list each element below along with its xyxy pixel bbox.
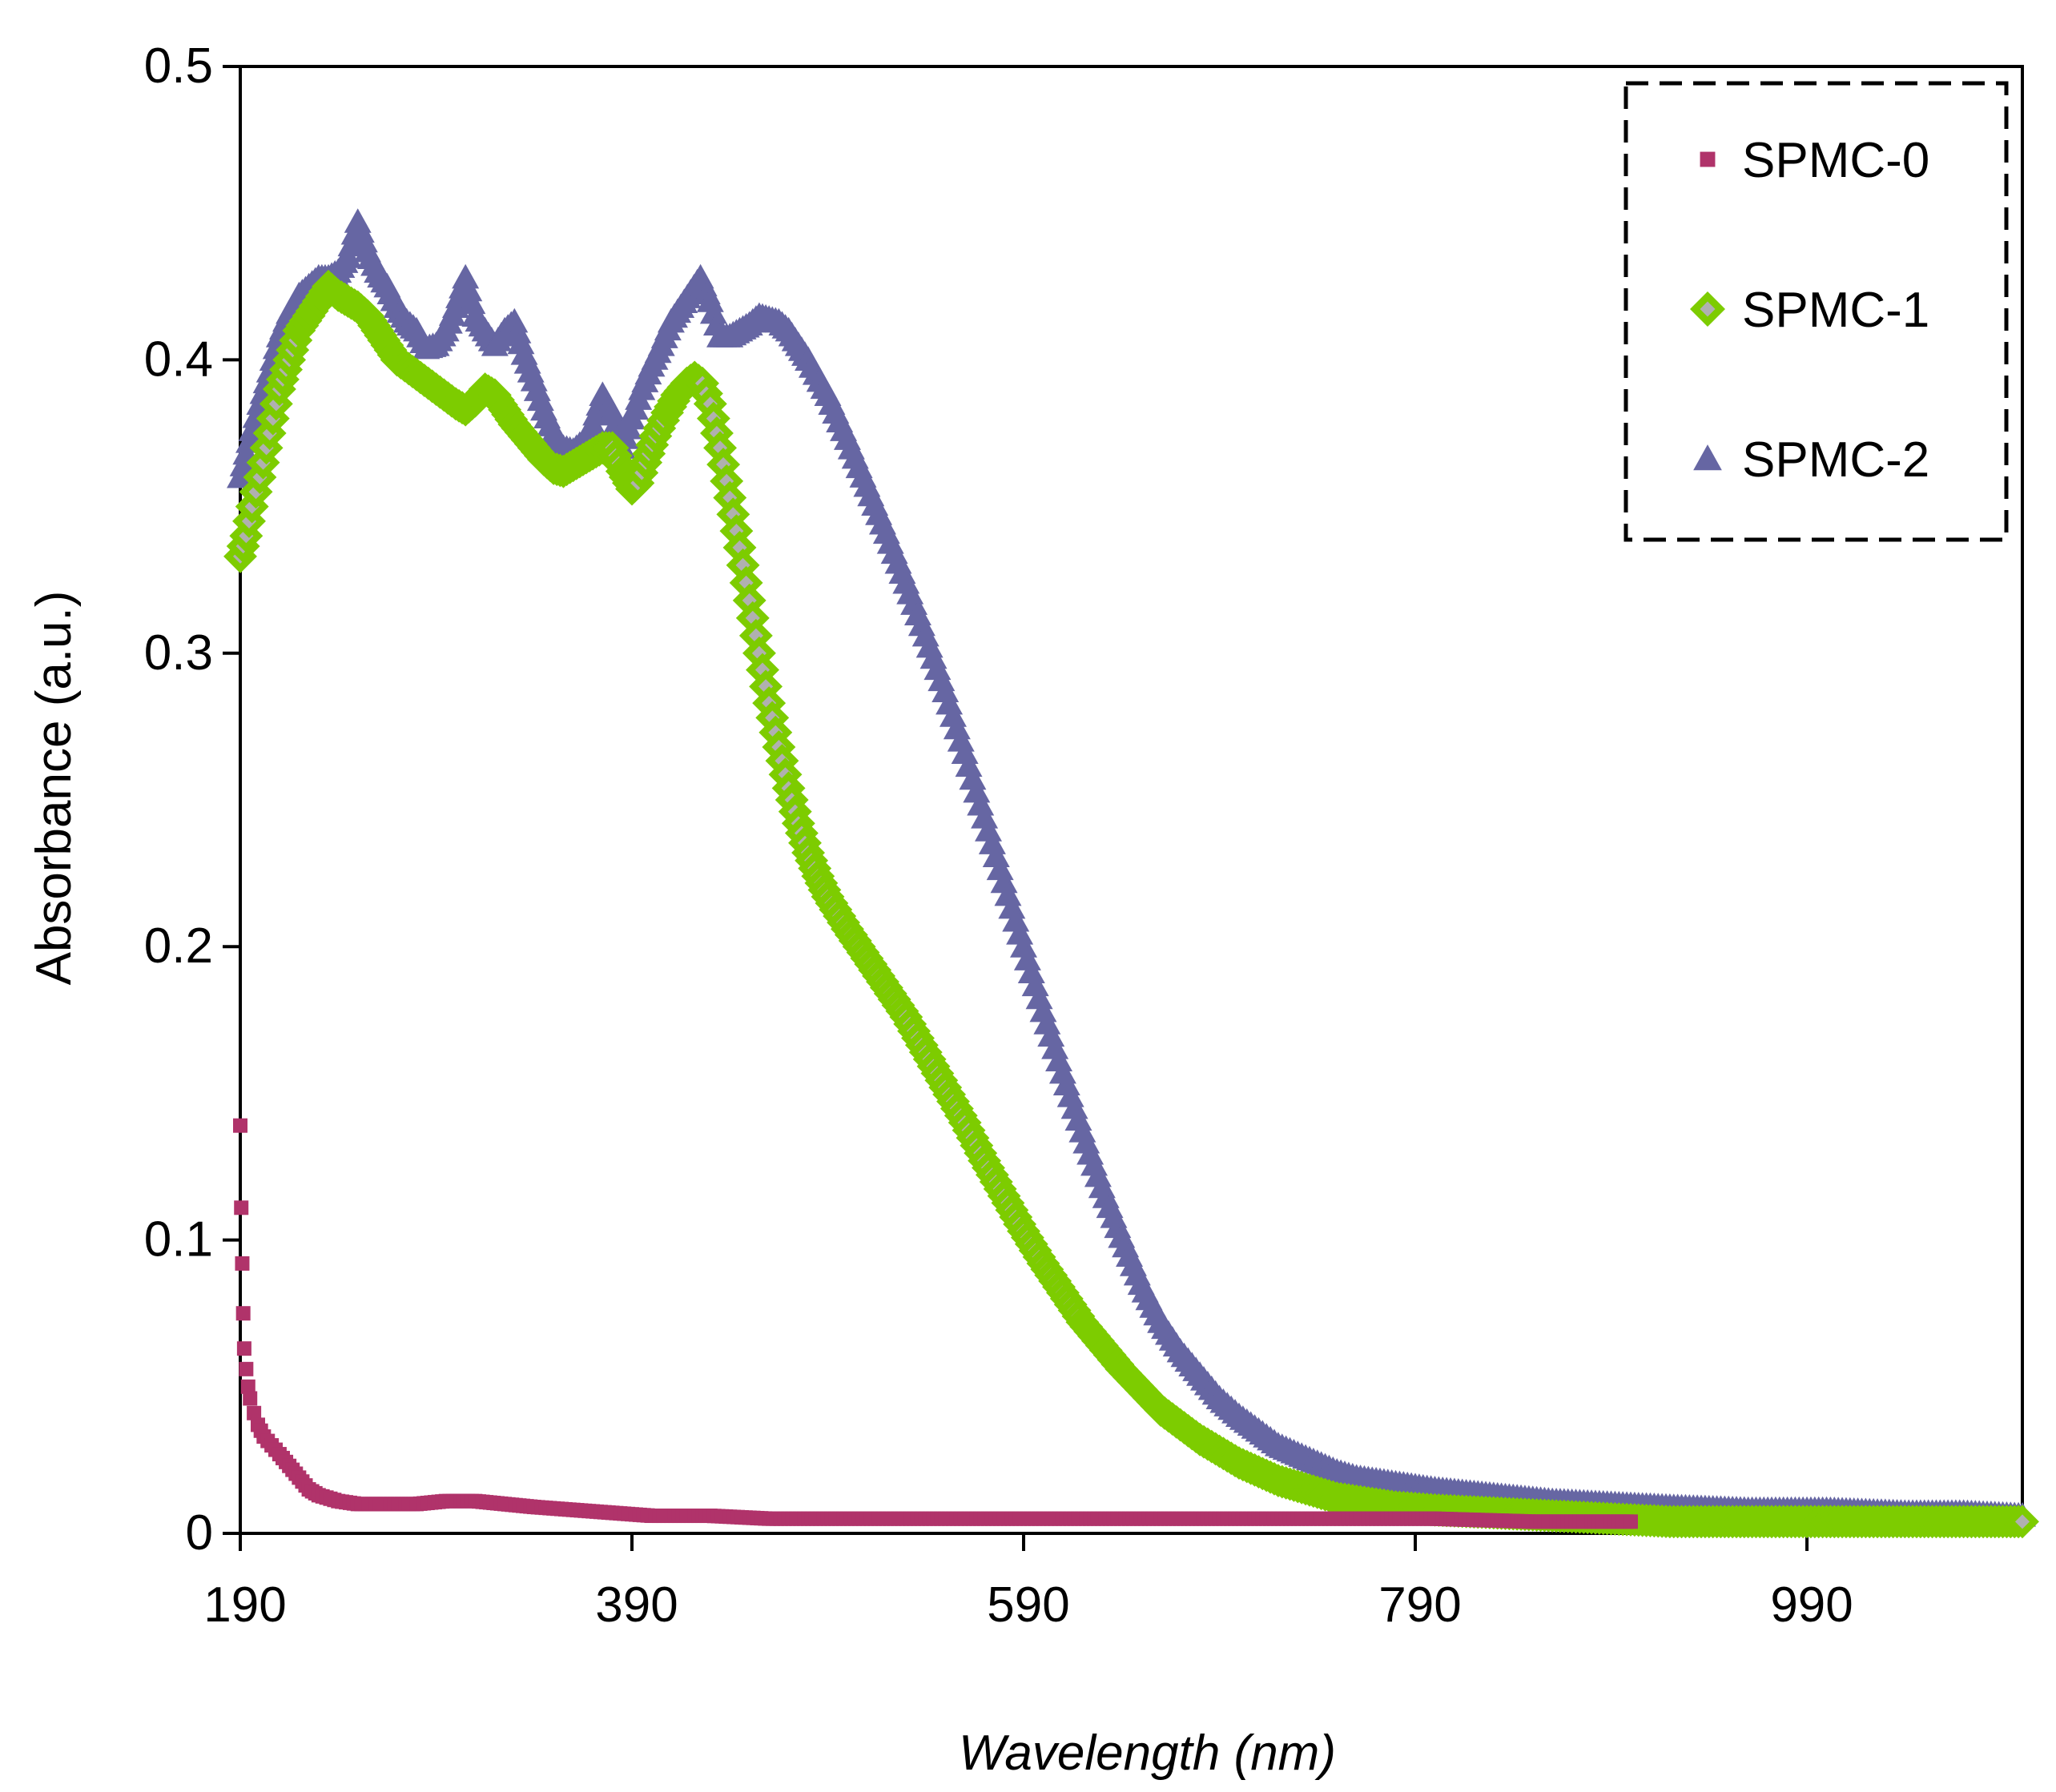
data-point — [235, 1256, 250, 1271]
data-point — [1623, 1514, 1638, 1529]
y-tick-label: 0.5 — [144, 38, 213, 94]
legend-item-spmc-1: SPMC-1 — [1690, 283, 1929, 338]
legend-box — [1623, 81, 2009, 542]
data-point — [236, 1341, 251, 1356]
legend-item-spmc-2: SPMC-2 — [1693, 432, 1929, 488]
legend-marker-square — [1700, 151, 1716, 167]
y-tick-label: 0.4 — [144, 331, 213, 387]
legend-label: SPMC-0 — [1742, 133, 1929, 188]
data-point — [455, 276, 483, 302]
data-point — [235, 1306, 251, 1321]
legend-items: SPMC-0 SPMC-1 SPMC-2 — [1690, 133, 1929, 488]
series-spmc-0 — [233, 1118, 1638, 1529]
data-point — [233, 1118, 247, 1133]
data-point — [239, 1361, 254, 1376]
x-tick-label: 790 — [1378, 1577, 1461, 1633]
legend-item-spmc-0: SPMC-0 — [1700, 133, 1929, 188]
legend-label: SPMC-2 — [1742, 432, 1929, 488]
series-spmc-1 — [223, 269, 2039, 1539]
y-tick-label: 0.2 — [144, 918, 213, 974]
series-layer — [223, 208, 2039, 1539]
data-point — [240, 1379, 255, 1394]
legend-marker-triangle — [1693, 444, 1722, 471]
data-point — [2006, 1505, 2039, 1539]
y-tick-label: 0.3 — [144, 625, 213, 681]
legend-marker-diamond — [1690, 291, 1725, 327]
x-tick-label: 990 — [1770, 1577, 1853, 1633]
x-tick-label: 590 — [987, 1577, 1069, 1633]
axis-ticks: 0 0.1 0.2 0.3 0.4 0.5 190 390 590 790 990 — [144, 38, 1853, 1633]
data-point — [247, 1405, 262, 1420]
legend-label: SPMC-1 — [1742, 283, 1929, 338]
x-tick-label: 390 — [595, 1577, 678, 1633]
legend: SPMC-0 SPMC-1 SPMC-2 — [1623, 81, 2009, 542]
y-tick-label: 0.1 — [144, 1212, 213, 1268]
plot-area — [239, 65, 2024, 1535]
data-point — [452, 263, 480, 289]
y-tick-label: 0 — [186, 1505, 213, 1561]
x-tick-label: 190 — [203, 1577, 286, 1633]
data-point — [234, 1200, 249, 1215]
x-axis-title: Wavelength (nm) — [959, 1726, 1336, 1781]
y-axis-title: Absorbance (a.u.) — [26, 591, 82, 986]
data-point — [243, 1391, 258, 1406]
